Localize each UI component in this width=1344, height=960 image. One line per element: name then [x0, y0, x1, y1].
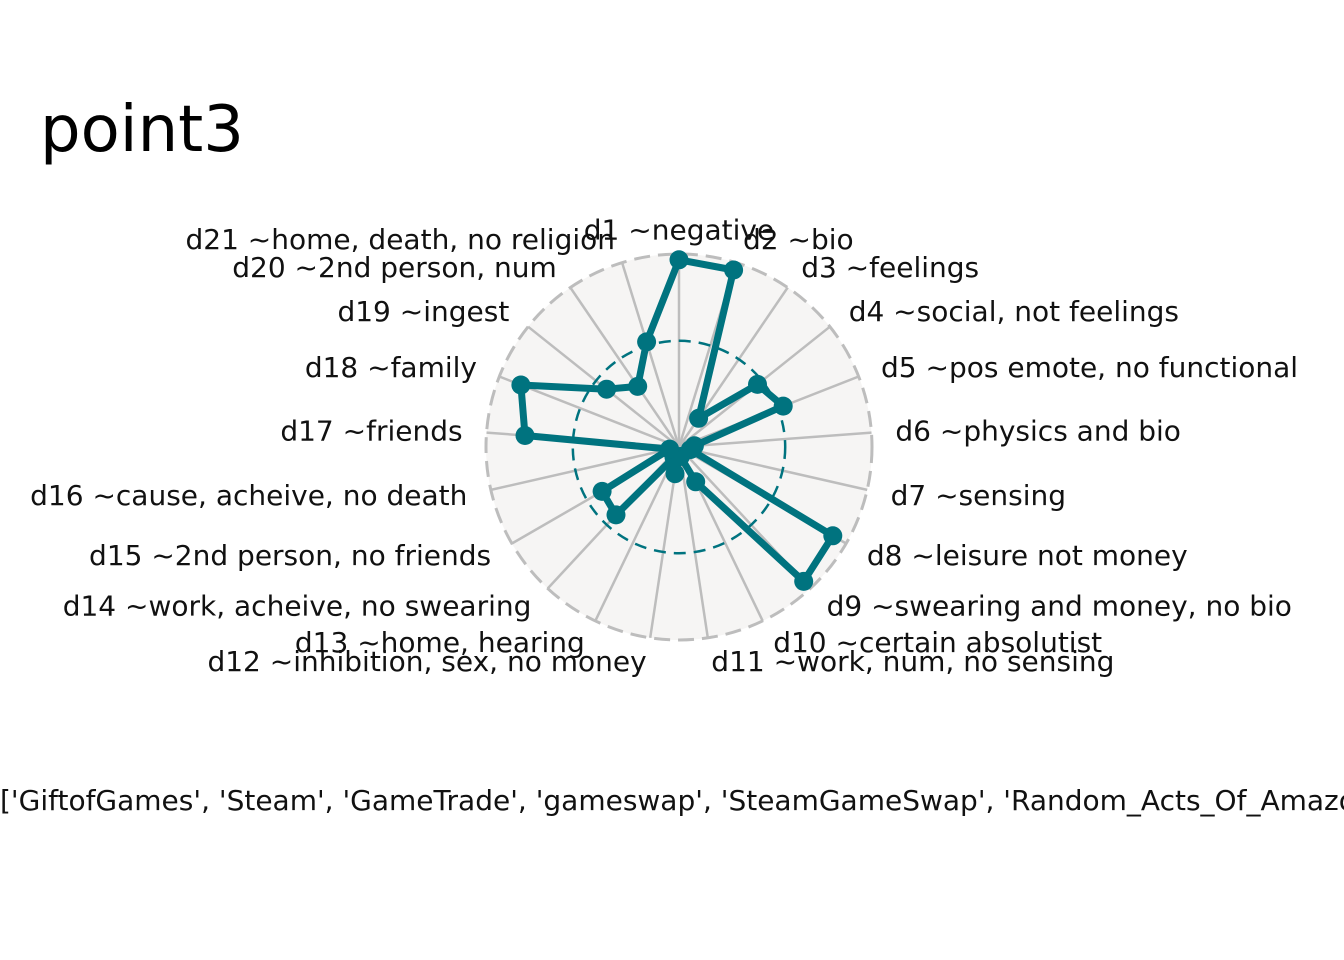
- category-label: d2 ~bio: [743, 223, 854, 256]
- category-label: d19 ~ingest: [337, 295, 509, 328]
- radial-gridline: [677, 446, 710, 638]
- category-label: d13 ~home, hearing: [295, 626, 585, 659]
- radial-gridline: [678, 431, 872, 449]
- category-label: d21 ~home, death, no religion: [185, 223, 615, 256]
- data-point: [592, 481, 612, 501]
- data-point: [724, 260, 744, 280]
- radial-gridline: [569, 286, 681, 448]
- category-label: d4 ~social, not feelings: [849, 295, 1179, 328]
- category-label: d8 ~leisure not money: [867, 539, 1188, 572]
- data-point: [511, 375, 531, 395]
- category-label: d18 ~family: [305, 351, 477, 384]
- radial-gridline: [620, 262, 681, 448]
- category-label: d15 ~2nd person, no friends: [89, 539, 491, 572]
- radial-gridline: [490, 445, 680, 492]
- chart-title: point3: [40, 93, 244, 167]
- data-point: [515, 426, 535, 445]
- category-label: d12 ~inhibition, sex, no money: [207, 645, 646, 678]
- category-label: d7 ~sensing: [891, 479, 1066, 512]
- data-point: [748, 374, 767, 394]
- data-point: [689, 408, 709, 428]
- radial-gridline: [678, 445, 868, 492]
- category-label: d6 ~physics and bio: [895, 414, 1181, 447]
- data-point: [637, 332, 657, 352]
- data-point: [606, 505, 626, 525]
- category-label: d20 ~2nd person, num: [232, 251, 557, 284]
- chart-caption: ['GiftofGames', 'Steam', 'GameTrade', 'g…: [0, 783, 1344, 819]
- category-label: d14 ~work, acheive, no swearing: [63, 590, 532, 623]
- category-label: d5 ~pos emote, no functional: [881, 351, 1298, 384]
- category-label: d17 ~friends: [280, 414, 462, 447]
- data-point: [628, 376, 648, 396]
- radial-gridline: [594, 446, 681, 622]
- category-label: d3 ~feelings: [801, 251, 979, 284]
- data-point: [665, 464, 685, 484]
- data-point: [823, 526, 843, 546]
- category-label: d16 ~cause, acheive, no death: [30, 479, 467, 512]
- reference-ring: [571, 339, 787, 555]
- data-point: [669, 250, 689, 270]
- data-point: [660, 439, 680, 459]
- data-point: [597, 379, 617, 399]
- data-point: [686, 472, 706, 492]
- category-label: d10 ~certain absolutist: [773, 626, 1102, 659]
- category-label: d1 ~negative: [584, 214, 774, 247]
- chart-caption-text: ['GiftofGames', 'Steam', 'GameTrade', 'g…: [0, 784, 1344, 817]
- category-label: d11 ~work, num, no sensing: [711, 645, 1114, 678]
- data-point: [773, 396, 793, 416]
- data-point: [794, 571, 814, 591]
- category-label: d9 ~swearing and money, no bio: [827, 590, 1292, 623]
- outer-ring: [484, 252, 874, 642]
